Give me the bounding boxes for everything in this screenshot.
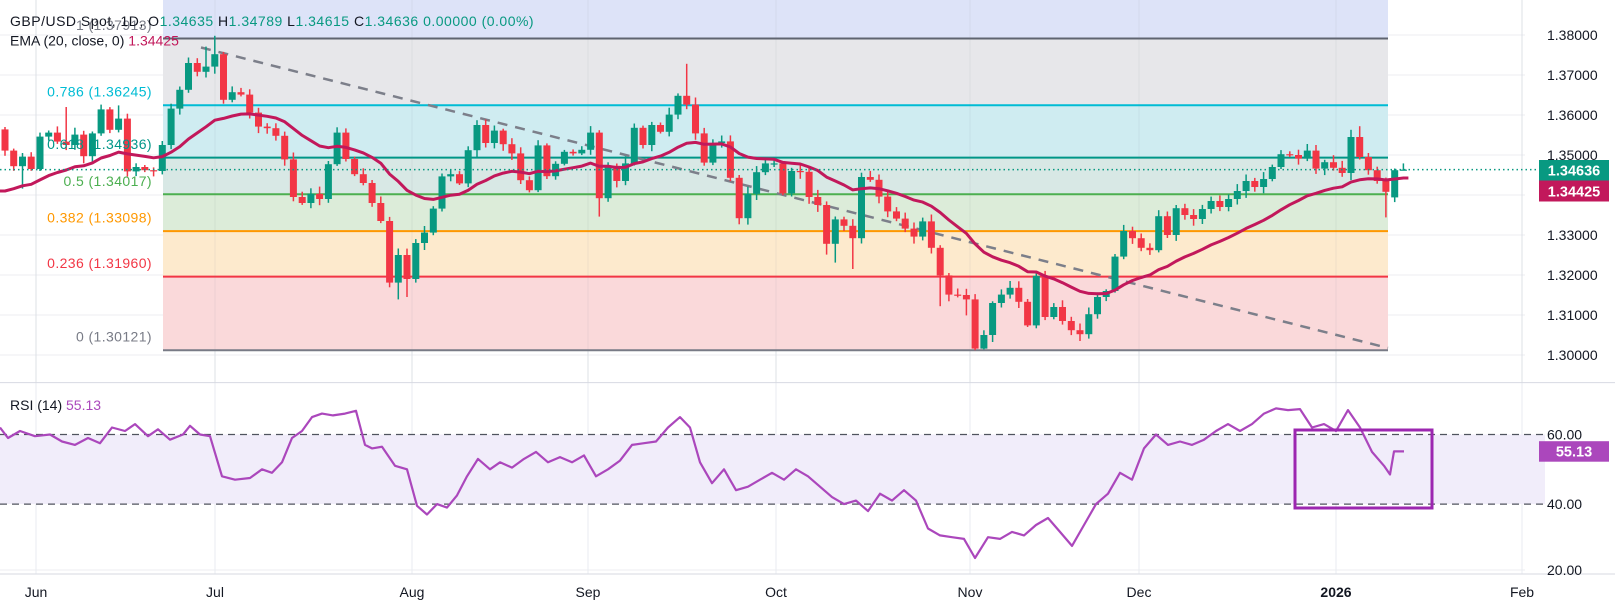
svg-text:Nov: Nov xyxy=(958,584,983,600)
svg-text:1.30000: 1.30000 xyxy=(1547,347,1598,363)
svg-text:60.00: 60.00 xyxy=(1547,427,1582,443)
svg-text:1 (1.37913): 1 (1.37913) xyxy=(76,17,152,33)
svg-text:Aug: Aug xyxy=(400,584,425,600)
svg-text:1.38000: 1.38000 xyxy=(1547,27,1598,43)
svg-text:Jul: Jul xyxy=(206,584,224,600)
svg-text:Sep: Sep xyxy=(576,584,601,600)
svg-text:1.31000: 1.31000 xyxy=(1547,307,1598,323)
svg-text:0.236 (1.31960): 0.236 (1.31960) xyxy=(47,255,152,271)
svg-text:1.33000: 1.33000 xyxy=(1547,227,1598,243)
svg-text:1.37000: 1.37000 xyxy=(1547,67,1598,83)
svg-text:1.32000: 1.32000 xyxy=(1547,267,1598,283)
svg-text:20.00: 20.00 xyxy=(1547,562,1582,578)
svg-text:Oct: Oct xyxy=(765,584,787,600)
svg-text:0 (1.30121): 0 (1.30121) xyxy=(76,329,152,345)
svg-text:40.00: 40.00 xyxy=(1547,496,1582,512)
svg-text:0.786 (1.36245): 0.786 (1.36245) xyxy=(47,84,152,100)
svg-text:2026: 2026 xyxy=(1320,584,1351,600)
svg-text:0.618 (1.34936): 0.618 (1.34936) xyxy=(47,136,152,152)
svg-text:55.13: 55.13 xyxy=(1556,444,1592,460)
svg-text:0.382 (1.33098): 0.382 (1.33098) xyxy=(47,210,152,226)
svg-text:Feb: Feb xyxy=(1510,584,1534,600)
svg-text:RSI (14) 55.13: RSI (14) 55.13 xyxy=(10,397,101,413)
svg-text:1.36000: 1.36000 xyxy=(1547,107,1598,123)
svg-text:EMA (20, close, 0) 1.34425: EMA (20, close, 0) 1.34425 xyxy=(10,32,179,48)
svg-text:1.34425: 1.34425 xyxy=(1548,185,1600,201)
svg-text:Dec: Dec xyxy=(1127,584,1152,600)
svg-text:0.5 (1.34017): 0.5 (1.34017) xyxy=(64,173,152,189)
svg-text:1.34636: 1.34636 xyxy=(1548,164,1600,180)
svg-text:1.35000: 1.35000 xyxy=(1547,147,1598,163)
svg-text:Jun: Jun xyxy=(25,584,48,600)
svg-text:GBP/USD Spot, 1D, O1.34635 H1: GBP/USD Spot, 1D, O1.34635 H1.34789 L1.3… xyxy=(10,13,534,29)
